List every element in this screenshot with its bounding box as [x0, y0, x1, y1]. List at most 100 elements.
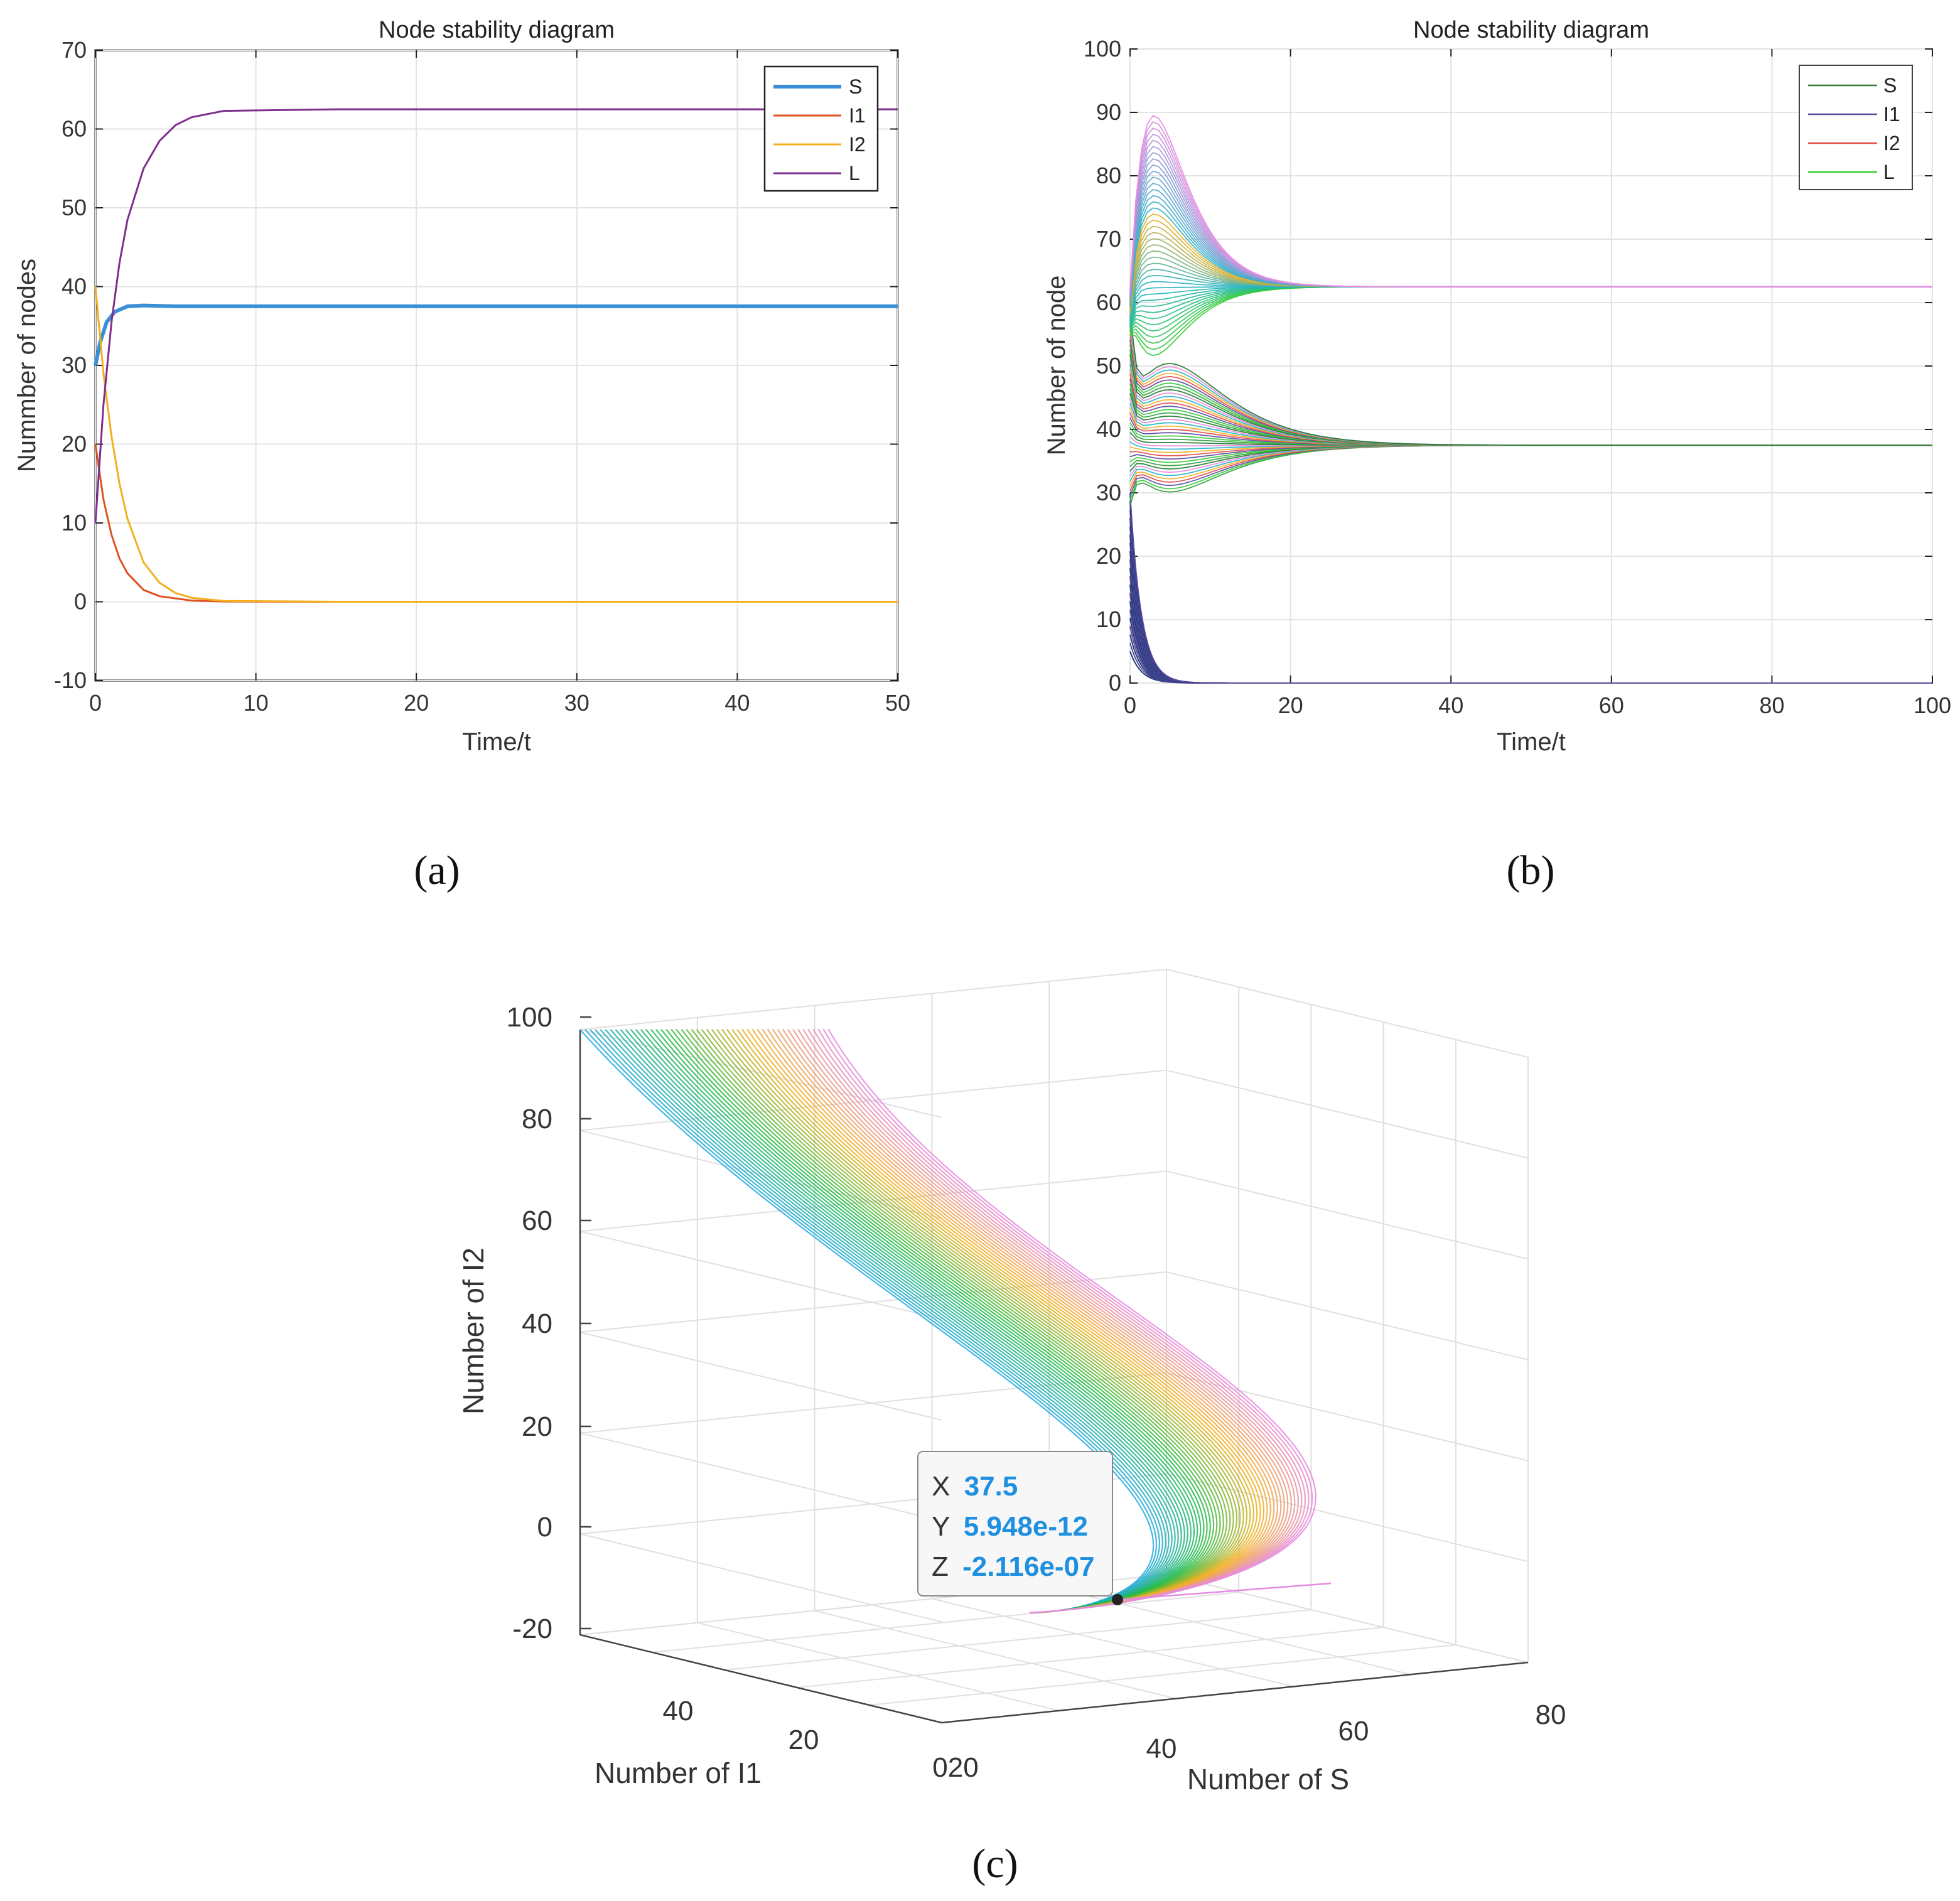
- y-tick-label: 0: [1109, 670, 1121, 696]
- gridline-z-back: [579, 969, 1167, 1030]
- chart-a-ylabel: Nummber of nodes: [13, 259, 41, 472]
- gridline-z-side: [1166, 1473, 1529, 1563]
- datatip-z-label: Z: [932, 1551, 949, 1582]
- datatip-box: [917, 1451, 1113, 1597]
- legend-a-label-i2: I2: [849, 133, 866, 156]
- chart-b-xlabel: Time/t: [1497, 728, 1566, 756]
- datatip-marker[interactable]: [1112, 1594, 1123, 1605]
- gridline-y-floor: [724, 1609, 1311, 1671]
- trajectory: [605, 1029, 1170, 1613]
- legend-a-label-i1: I1: [849, 104, 866, 127]
- series-line-l: [94, 108, 898, 524]
- y-tick-label: 100: [1084, 36, 1121, 62]
- legend-b-label-i2: I2: [1883, 132, 1900, 154]
- y-tick-label: 70: [1096, 226, 1121, 252]
- gridline-x-floor: [697, 1622, 1060, 1711]
- y-tick-label: 020: [932, 1752, 978, 1783]
- trajectory: [655, 1029, 1202, 1613]
- x-tick-label: 100: [1914, 692, 1951, 718]
- datatip-z-value: -2.116e-07: [962, 1551, 1094, 1582]
- gridline-y-floor: [797, 1627, 1384, 1688]
- gridline-x-floor: [814, 1610, 1177, 1699]
- legend-a: S I1 I2 L: [763, 65, 879, 192]
- x-tick-label: 30: [564, 690, 590, 716]
- z-tick-label: 40: [522, 1308, 552, 1339]
- trajectory: [691, 1028, 1224, 1613]
- z-tick-label: 60: [522, 1205, 552, 1236]
- y-tick-label: 40: [62, 274, 87, 299]
- y-tick-label: 20: [789, 1725, 819, 1755]
- chart-b-title: Node stability diagram: [1413, 17, 1649, 43]
- datatip-x-value: 37.5: [964, 1471, 1018, 1502]
- caption-b: (b): [1507, 848, 1555, 893]
- y-tick-label: 80: [1096, 163, 1121, 188]
- trajectory: [706, 1028, 1234, 1613]
- trajectory: [665, 1029, 1208, 1613]
- x-tick-label: 0: [89, 690, 102, 716]
- chart-b-ylabel: Number of node: [1043, 276, 1070, 456]
- z-tick-label: 100: [507, 1002, 552, 1033]
- series-line-s: [1129, 315, 1932, 446]
- x-tick-label: 80: [1536, 1699, 1566, 1730]
- trajectory: [590, 1029, 1161, 1613]
- trajectory: [620, 1029, 1179, 1613]
- x-tick-label: 0: [1124, 692, 1136, 718]
- gridline-z-left: [579, 1432, 942, 1522]
- trajectory: [827, 1028, 1317, 1613]
- y-tick-label: 30: [1096, 480, 1121, 505]
- y-tick-label: 40: [663, 1696, 694, 1726]
- series-line-i: [1129, 492, 1932, 684]
- chart-c-ylabel: Number of I1: [595, 1757, 762, 1789]
- y-tick-label: 90: [1096, 99, 1121, 125]
- chart-c: 100 80 60 40 20 0 -20 40 20 020 40 60 80 Number of I…: [457, 969, 1566, 1796]
- datatip-x-label: X: [932, 1471, 950, 1502]
- datatip-y-value: 5.948e-12: [964, 1511, 1088, 1542]
- z-tick-label: 80: [522, 1104, 552, 1134]
- gridline-x-floor: [1166, 1574, 1529, 1663]
- gridline-z-side: [1166, 1170, 1529, 1260]
- y-tick-label: 10: [1096, 606, 1121, 632]
- y-tick-label: 10: [62, 510, 87, 536]
- y-tick-label: 50: [62, 195, 87, 220]
- svg-text:Z -2.116e-07: Z -2.116e-07: [932, 1551, 1095, 1582]
- trajectory: [645, 1029, 1195, 1613]
- trajectory: [595, 1029, 1163, 1613]
- trajectory-tail: [1117, 1582, 1332, 1601]
- grid-a: [95, 50, 898, 681]
- trajectory: [686, 1029, 1221, 1613]
- gridline-y-floor: [869, 1644, 1456, 1706]
- legend-a-label-l: L: [849, 162, 860, 185]
- gridline-z-side: [1166, 1271, 1529, 1360]
- z-tick-label: 20: [522, 1411, 552, 1442]
- y-tick-label: 50: [1096, 353, 1121, 379]
- gridline-z-left: [579, 1533, 942, 1623]
- trajectory: [584, 1029, 1158, 1613]
- chart-b: 0 20 40 60 80 100 0 10 20 30 40 50 60 70 80 90 100 Node …: [1043, 17, 1951, 756]
- x-tick-label: 40: [1438, 692, 1463, 718]
- grid-c: [579, 969, 1529, 1724]
- trajectory: [660, 1029, 1205, 1613]
- series-line-l: [1129, 115, 1932, 290]
- axis-x: [941, 1661, 1529, 1724]
- datatip[interactable]: X 37.5 Y 5.948e-12 Z -2.116e-07: [917, 1451, 1123, 1605]
- trajectory: [630, 1029, 1185, 1613]
- trajectory: [579, 1029, 1155, 1613]
- y-tick-label: 20: [1096, 543, 1121, 569]
- x-tick-label: 60: [1338, 1716, 1369, 1747]
- y-tick-label: 70: [62, 37, 87, 63]
- trajectory: [676, 1029, 1215, 1613]
- trajectory: [600, 1029, 1166, 1613]
- legend-b-label-i1: I1: [1883, 103, 1900, 126]
- legend-b: S I1 I2 L: [1799, 65, 1913, 190]
- x-tick-label: 10: [244, 690, 269, 716]
- x-tick-label: 40: [724, 690, 750, 716]
- z-tick-label: -20: [512, 1613, 552, 1644]
- legend-b-label-l: L: [1883, 161, 1895, 183]
- gridline-z-left: [579, 1231, 942, 1320]
- x-tick-label: 60: [1599, 692, 1624, 718]
- series-b: [1129, 115, 1932, 684]
- trajectory: [681, 1029, 1218, 1613]
- datatip-y-label: Y: [932, 1511, 950, 1542]
